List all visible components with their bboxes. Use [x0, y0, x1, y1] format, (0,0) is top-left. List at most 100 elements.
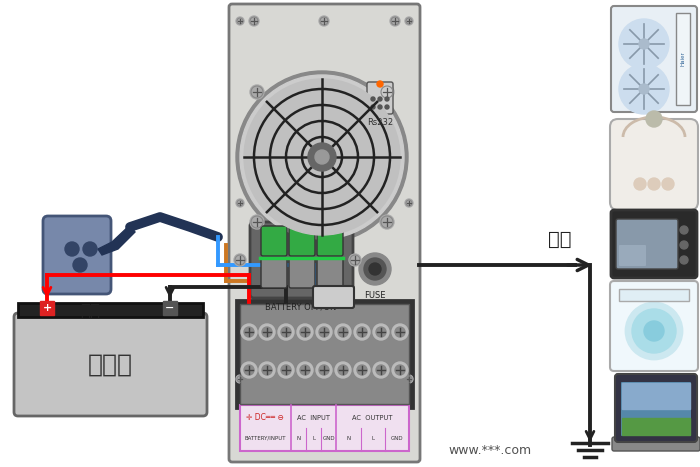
Text: FUSE: FUSE [364, 291, 386, 300]
Circle shape [281, 327, 291, 337]
FancyBboxPatch shape [610, 281, 698, 371]
Circle shape [278, 362, 294, 378]
Circle shape [297, 362, 313, 378]
Circle shape [392, 362, 408, 378]
Text: 电网: 电网 [80, 302, 100, 320]
Circle shape [338, 365, 348, 375]
Circle shape [376, 327, 386, 337]
FancyBboxPatch shape [612, 437, 700, 451]
Circle shape [240, 75, 404, 239]
Circle shape [369, 263, 381, 275]
Circle shape [392, 324, 408, 340]
Circle shape [626, 303, 682, 359]
FancyBboxPatch shape [619, 245, 646, 266]
Circle shape [297, 324, 313, 340]
Bar [622, 383, 690, 409]
Circle shape [319, 327, 329, 337]
Text: −: − [165, 303, 175, 313]
Circle shape [644, 321, 664, 341]
Circle shape [405, 17, 413, 25]
Circle shape [395, 327, 405, 337]
Circle shape [338, 327, 348, 337]
Bar [236, 300, 413, 408]
Text: Haier: Haier [680, 52, 685, 66]
Circle shape [639, 84, 649, 94]
Circle shape [234, 254, 246, 266]
FancyBboxPatch shape [610, 119, 698, 210]
Circle shape [376, 365, 386, 375]
Text: AC  OUTPUT: AC OUTPUT [352, 415, 393, 421]
Circle shape [262, 365, 272, 375]
Circle shape [315, 150, 329, 164]
Circle shape [316, 362, 332, 378]
Circle shape [236, 375, 244, 383]
Text: N: N [296, 436, 300, 441]
Bar [40, 301, 54, 315]
Circle shape [236, 71, 408, 243]
FancyBboxPatch shape [367, 82, 393, 114]
Circle shape [357, 327, 367, 337]
Bar [240, 304, 409, 404]
Circle shape [319, 365, 329, 375]
Circle shape [632, 309, 676, 353]
Circle shape [319, 16, 329, 26]
Circle shape [364, 258, 386, 280]
Circle shape [241, 362, 257, 378]
Bar [18, 303, 203, 317]
Circle shape [262, 327, 272, 337]
FancyBboxPatch shape [615, 374, 697, 442]
Circle shape [371, 97, 375, 101]
Circle shape [73, 258, 87, 272]
FancyBboxPatch shape [289, 226, 315, 256]
Text: AC  INPUT: AC INPUT [297, 415, 330, 421]
Bar [622, 418, 690, 435]
Text: +: + [43, 303, 52, 313]
FancyBboxPatch shape [43, 216, 111, 294]
Circle shape [377, 81, 383, 87]
FancyBboxPatch shape [289, 258, 315, 288]
FancyBboxPatch shape [261, 258, 287, 288]
Circle shape [300, 327, 310, 337]
Circle shape [357, 365, 367, 375]
Circle shape [373, 362, 389, 378]
Circle shape [250, 215, 264, 229]
Circle shape [354, 324, 370, 340]
Circle shape [236, 199, 244, 207]
Text: BATTERY OFF/ON: BATTERY OFF/ON [265, 302, 337, 311]
FancyBboxPatch shape [229, 4, 420, 462]
Circle shape [619, 19, 669, 69]
Text: GND: GND [391, 436, 403, 441]
Circle shape [244, 79, 400, 235]
FancyBboxPatch shape [317, 258, 343, 288]
Circle shape [378, 97, 382, 101]
Circle shape [83, 242, 97, 256]
FancyBboxPatch shape [317, 226, 343, 256]
Circle shape [634, 178, 646, 190]
Circle shape [359, 253, 391, 285]
Circle shape [680, 241, 688, 249]
Bar [163, 301, 177, 315]
Circle shape [619, 64, 669, 114]
Circle shape [244, 327, 254, 337]
Circle shape [259, 362, 275, 378]
Circle shape [385, 97, 389, 101]
Circle shape [335, 324, 351, 340]
Circle shape [249, 16, 259, 26]
Circle shape [259, 324, 275, 340]
Circle shape [278, 324, 294, 340]
FancyBboxPatch shape [14, 313, 207, 416]
Text: N: N [346, 436, 351, 441]
Circle shape [308, 143, 336, 171]
FancyBboxPatch shape [261, 226, 287, 256]
FancyBboxPatch shape [621, 382, 691, 436]
Circle shape [639, 39, 649, 49]
FancyBboxPatch shape [611, 6, 697, 112]
Circle shape [354, 362, 370, 378]
Circle shape [244, 365, 254, 375]
Text: GND: GND [323, 436, 335, 441]
Circle shape [250, 85, 264, 99]
FancyBboxPatch shape [611, 210, 697, 278]
Circle shape [680, 256, 688, 264]
Circle shape [380, 85, 394, 99]
Text: BATTERY/INPUT: BATTERY/INPUT [244, 436, 286, 441]
